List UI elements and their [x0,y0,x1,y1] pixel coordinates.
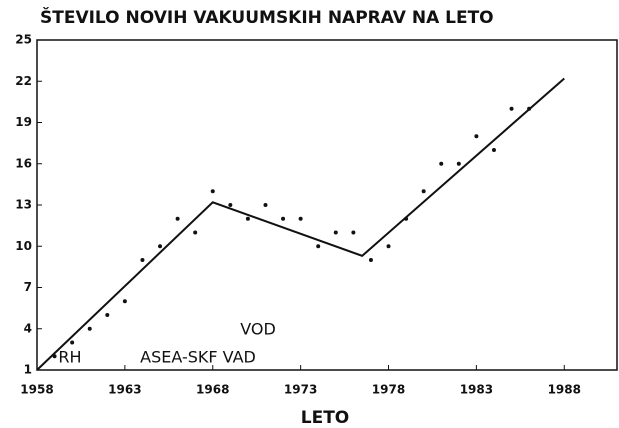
plot-frame [36,39,618,371]
point [140,258,145,262]
y-tick-label: 1 [24,363,32,377]
point [122,299,127,304]
point [87,326,92,331]
y-tick-label: 7 [24,280,32,294]
point [491,148,496,152]
point [474,134,479,139]
point [368,258,373,262]
trend-line [36,77,565,371]
x-tick-label: 1973 [284,383,317,397]
y-tick-label: 22 [15,74,32,88]
point [193,230,198,235]
point [175,216,180,221]
point [105,313,110,317]
point [245,216,250,221]
point [228,203,233,207]
point [333,230,338,235]
y-tick-label: 4 [24,321,32,335]
point [281,216,286,221]
x-tick-label: 1978 [372,383,405,397]
point [351,230,356,235]
x-tick-label: 1963 [108,383,141,397]
point [439,161,444,166]
y-tick-label: 16 [15,156,32,170]
y-tick-label: 25 [15,33,32,47]
chart-title: ŠTEVILO NOVIH VAKUUMSKIH NAPRAV NA LETO [40,6,494,28]
point [316,244,321,249]
y-tick-label: 19 [15,115,32,129]
point [509,106,514,111]
annotation: VOD [240,320,276,339]
y-tick-label: 10 [15,239,32,253]
point [386,244,391,249]
x-tick-label: 1983 [460,383,493,397]
point [263,203,268,207]
y-tick-label: 13 [15,198,32,212]
point [421,189,426,194]
point [70,340,75,345]
point [298,216,303,221]
x-axis-label: LETO [301,408,350,428]
point [158,244,163,249]
point [456,161,461,166]
x-tick-label: 1988 [548,383,581,397]
x-tick-label: 1968 [196,383,229,397]
point [210,189,215,194]
annotation: RH [58,348,81,367]
x-tick-label: 1958 [20,383,53,397]
annotation: ASEA-SKF VAD [140,348,256,367]
